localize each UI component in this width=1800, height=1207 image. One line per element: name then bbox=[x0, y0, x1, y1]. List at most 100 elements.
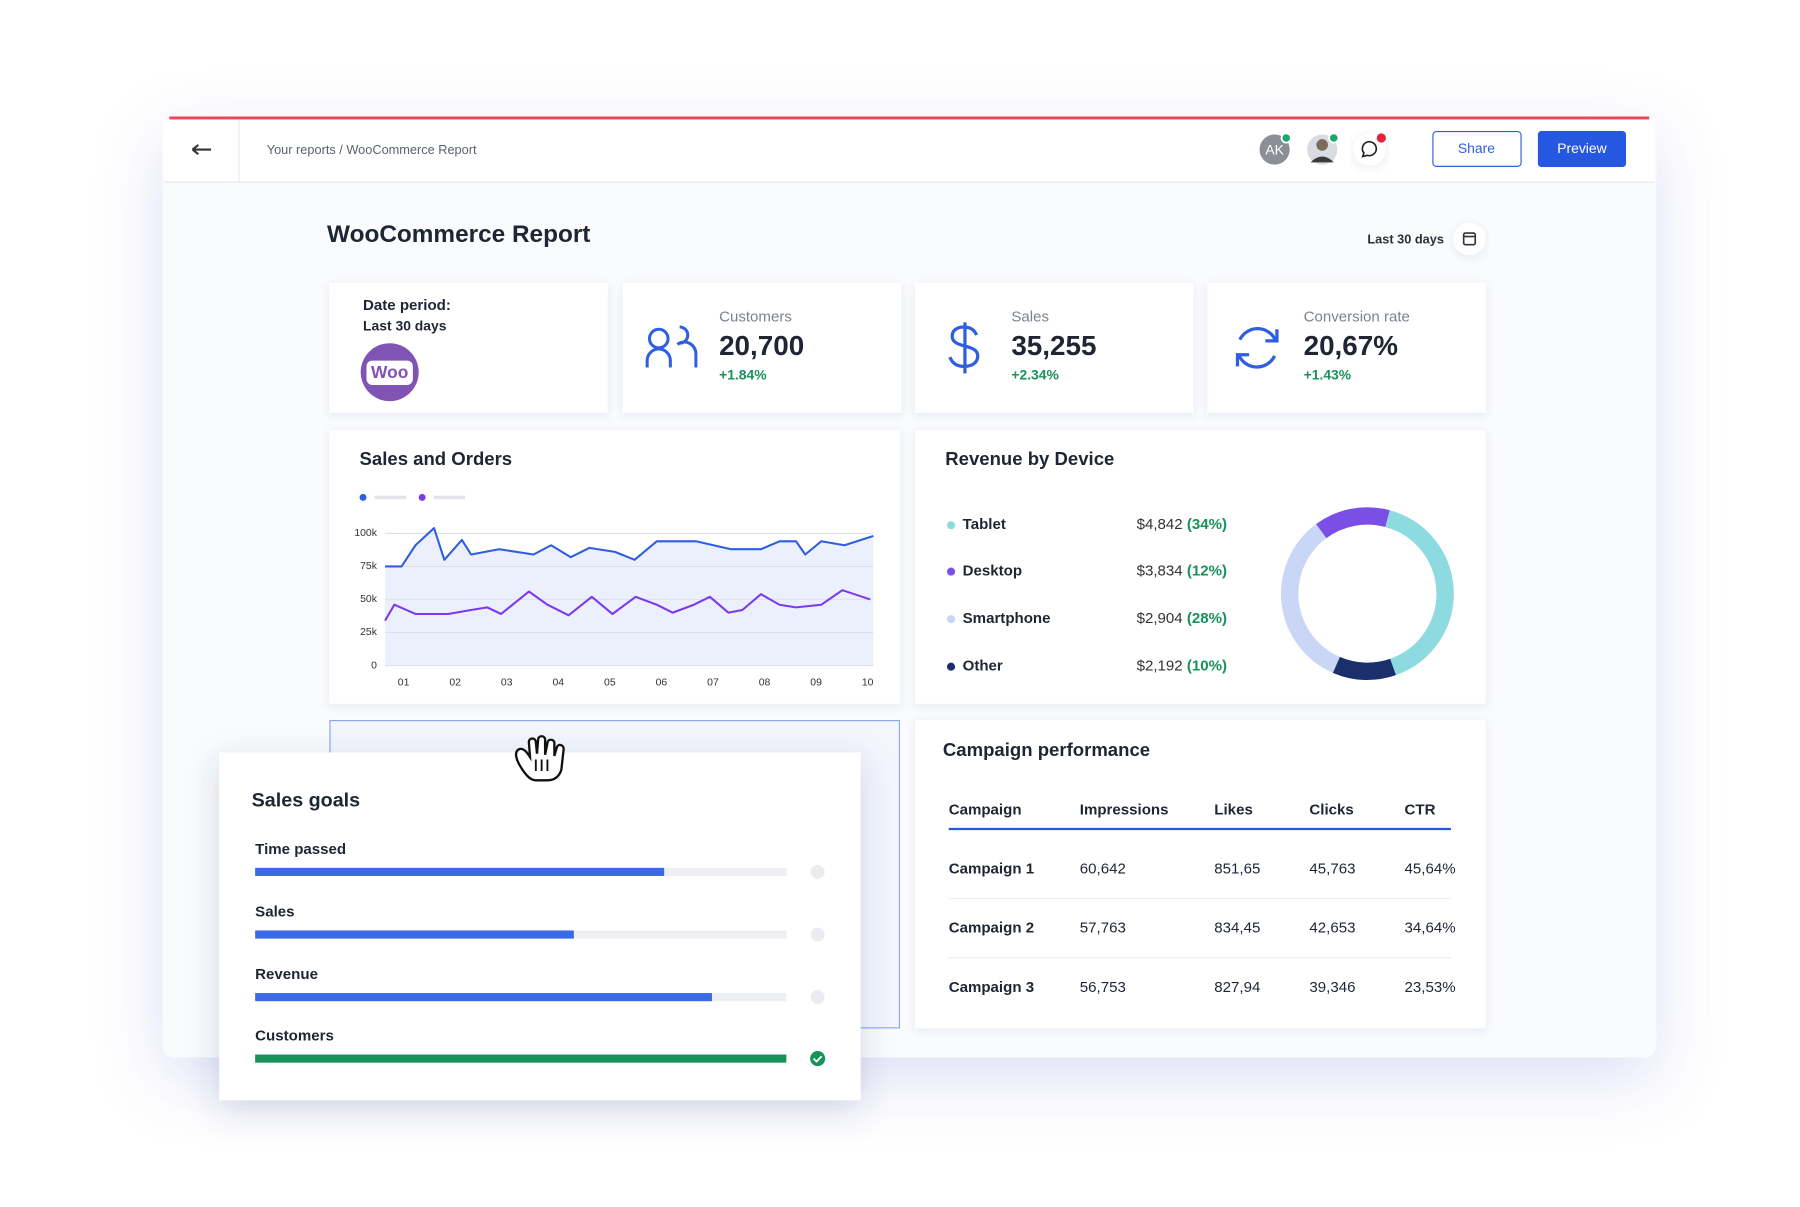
y-tick-label: 75k bbox=[360, 561, 378, 572]
donut-segment bbox=[1316, 507, 1390, 539]
amount: $3,834 bbox=[1137, 563, 1183, 580]
share-label: Share bbox=[1458, 140, 1495, 156]
legend-name: Other bbox=[963, 658, 1003, 675]
date-range[interactable]: Last 30 days bbox=[1367, 231, 1444, 246]
calendar-button[interactable] bbox=[1453, 222, 1486, 256]
x-tick-label: 01 bbox=[398, 678, 410, 689]
legend-name: Smartphone bbox=[963, 610, 1051, 627]
grab-cursor bbox=[514, 735, 565, 782]
kpi-label: Customers bbox=[719, 309, 792, 326]
goal-bar bbox=[255, 930, 574, 939]
avatar[interactable] bbox=[1259, 134, 1290, 165]
cell: 851,65 bbox=[1214, 861, 1260, 878]
avatar-face bbox=[1316, 139, 1328, 151]
goal-label: Sales bbox=[255, 903, 294, 920]
x-tick-label: 09 bbox=[810, 678, 822, 689]
column-header: CTR bbox=[1405, 801, 1436, 818]
legend-name: Desktop bbox=[963, 563, 1022, 580]
goal-bar bbox=[255, 993, 712, 1002]
column-header: Campaign bbox=[949, 801, 1022, 818]
donut-segment bbox=[1281, 524, 1341, 673]
legend-amount: $2,904 (28%) bbox=[1137, 610, 1227, 627]
breadcrumb[interactable]: Your reports / WooCommerce Report bbox=[267, 142, 477, 157]
legend-dot bbox=[946, 521, 956, 530]
legend-dot bbox=[946, 567, 956, 576]
x-tick-label: 10 bbox=[862, 678, 874, 689]
status-dot bbox=[1328, 132, 1340, 144]
share-button[interactable] bbox=[1432, 131, 1522, 167]
cell: 45,763 bbox=[1309, 861, 1355, 878]
legend-amount: $2,192 (10%) bbox=[1137, 658, 1227, 675]
chart-title: Sales and Orders bbox=[360, 448, 513, 469]
donut-segment bbox=[1332, 656, 1396, 680]
share: (34%) bbox=[1187, 516, 1227, 533]
sales-goals-card[interactable] bbox=[219, 752, 861, 1101]
kpi-value: 20,67% bbox=[1304, 330, 1399, 361]
cell: 23,53% bbox=[1405, 979, 1456, 996]
comments-button[interactable] bbox=[1353, 133, 1386, 166]
legend-dot bbox=[418, 493, 426, 501]
cell: 45,64% bbox=[1405, 861, 1456, 878]
line bbox=[384, 589, 871, 622]
avatar-initials: AK bbox=[1265, 141, 1284, 157]
x-tick-label: 02 bbox=[449, 678, 461, 689]
goal-status bbox=[810, 864, 825, 879]
column-header: Impressions bbox=[1080, 801, 1169, 818]
status-dot bbox=[1280, 132, 1292, 144]
avatar-body bbox=[1310, 156, 1334, 163]
comments-icon bbox=[1361, 140, 1378, 158]
date-value: Last 30 days bbox=[363, 318, 447, 334]
preview-button[interactable] bbox=[1537, 131, 1627, 167]
cell: 42,653 bbox=[1309, 920, 1355, 937]
cell: 34,64% bbox=[1405, 920, 1456, 937]
kpi-card bbox=[915, 282, 1194, 413]
goal-status bbox=[810, 990, 825, 1005]
cell: 39,346 bbox=[1309, 979, 1355, 996]
kpi-change: +1.43% bbox=[1304, 366, 1352, 382]
kpi-value: 35,255 bbox=[1011, 330, 1096, 361]
table-title: Campaign performance bbox=[943, 739, 1150, 760]
sales-icon bbox=[948, 322, 980, 374]
legend-name: Tablet bbox=[963, 516, 1006, 533]
grab-cursor-lines bbox=[534, 759, 549, 772]
legend-dot bbox=[359, 493, 367, 501]
cell: Campaign 2 bbox=[949, 920, 1034, 937]
kpi-change: +2.34% bbox=[1011, 366, 1059, 382]
share: (28%) bbox=[1187, 610, 1227, 627]
cell: 57,763 bbox=[1080, 920, 1126, 937]
y-tick-label: 0 bbox=[371, 660, 377, 671]
legend-dot bbox=[946, 662, 956, 671]
legend-dot bbox=[946, 615, 956, 624]
goal-label: Customers bbox=[255, 1028, 334, 1045]
kpi-value: 20,700 bbox=[719, 330, 804, 361]
cell: Campaign 1 bbox=[949, 861, 1034, 878]
amount: $2,192 bbox=[1137, 658, 1183, 675]
preview-label: Preview bbox=[1557, 140, 1607, 156]
kpi-label: Conversion rate bbox=[1304, 309, 1410, 326]
revenue-card bbox=[915, 430, 1486, 704]
kpi-label: Sales bbox=[1011, 309, 1049, 326]
cell: 834,45 bbox=[1214, 920, 1260, 937]
cell: 56,753 bbox=[1080, 979, 1126, 996]
goals-title: Sales goals bbox=[252, 789, 360, 811]
back-button[interactable] bbox=[191, 144, 212, 156]
cell: 827,94 bbox=[1214, 979, 1260, 996]
calendar-icon bbox=[1462, 232, 1477, 246]
woo-text: Woo bbox=[371, 362, 408, 382]
kpi-card bbox=[622, 282, 902, 413]
report-title: WooCommerce Report bbox=[327, 221, 590, 248]
amount: $2,904 bbox=[1137, 610, 1183, 627]
campaign-card bbox=[915, 720, 1486, 1029]
y-tick-label: 100k bbox=[354, 528, 377, 539]
cell: 60,642 bbox=[1080, 861, 1126, 878]
kpi-card bbox=[1207, 282, 1486, 413]
goal-bar bbox=[255, 1054, 787, 1063]
date-label: Date period: bbox=[363, 297, 451, 314]
customers-icon bbox=[645, 325, 698, 368]
kpi-change: +1.84% bbox=[719, 366, 767, 382]
x-tick-label: 04 bbox=[552, 678, 564, 689]
area bbox=[385, 528, 874, 666]
goal-label: Time passed bbox=[255, 841, 346, 858]
